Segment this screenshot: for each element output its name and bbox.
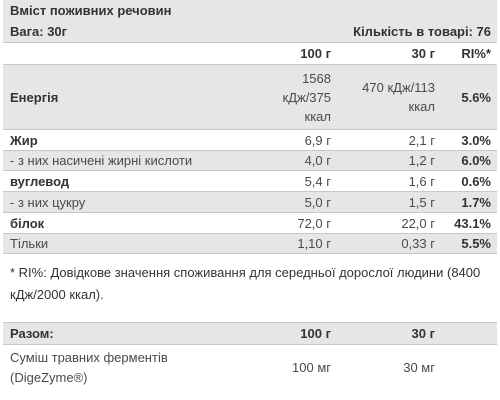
row-per100: 6,9 г [304, 132, 331, 148]
row-label: - з них цукру [10, 194, 86, 210]
nutrition-panel: Вміст поживних речовин Вага: 30г Кількіс… [3, 0, 497, 385]
row-per30: 1,2 г [408, 153, 435, 168]
row-per30: 0,33 г [401, 236, 435, 251]
row-ri: 6.0% [461, 153, 491, 168]
row-ri: 5.6% [461, 89, 491, 105]
row-per30: 1,6 г [408, 173, 435, 189]
row-per30: 2,1 г [408, 132, 435, 148]
table-row: Жир 6,9 г 2,1 г 3.0% [3, 129, 497, 150]
summary-header-row: Разом: 100 г 30 г [3, 322, 497, 344]
column-per100: 100 г [300, 46, 331, 61]
row-ri: 3.0% [461, 132, 491, 148]
table-row: Тільки 1,10 г 0,33 г 5.5% [3, 233, 497, 254]
row-label: вуглевод [10, 173, 70, 189]
table-row: - з них цукру 5,0 г 1,5 г 1.7% [3, 191, 497, 212]
row-label: Жир [10, 132, 38, 148]
row-label: Енергія [10, 89, 59, 105]
column-ri: RI%* [461, 46, 491, 61]
row-ri: 43.1% [454, 215, 491, 231]
table-row: Енергія 1568 кДж/375 ккал 470 кДж/113 кк… [3, 64, 497, 129]
summary-row-per30: 30 мг [403, 360, 435, 375]
table-row: вуглевод 5,4 г 1,6 г 0.6% [3, 170, 497, 191]
row-ri: 1.7% [461, 194, 491, 210]
summary-label: Разом: [10, 326, 54, 341]
serving-weight: Вага: 30г [10, 23, 68, 39]
row-per100: 72,0 г [297, 215, 331, 231]
row-per30: 470 кДж/113 ккал [362, 80, 435, 114]
table-row: білок 72,0 г 22,0 г 43.1% [3, 212, 497, 233]
row-per100: 4,0 г [304, 153, 331, 168]
nutrition-title-row: Вміст поживних речовин [3, 0, 497, 20]
nutrition-title: Вміст поживних речовин [10, 2, 172, 18]
row-label: білок [10, 215, 45, 231]
summary-row-label: Суміш травних ферментів (DigeZyme®) [10, 349, 168, 385]
row-label: - з них насичені жирні кислоти [10, 153, 193, 168]
row-ri: 0.6% [461, 173, 491, 189]
row-per100: 1568 кДж/375 ккал [282, 70, 332, 124]
row-per30: 22,0 г [401, 215, 435, 231]
summary-row: Суміш травних ферментів (DigeZyme®) 100 … [3, 344, 497, 390]
weight-row: Вага: 30г Кількість в товарі: 76 [3, 20, 497, 42]
summary-column-per100: 100 г [300, 326, 331, 341]
row-per100: 1,10 г [297, 236, 331, 251]
ri-footnote: * RI%: Довідкове значення споживання для… [10, 265, 481, 302]
row-per30: 1,5 г [408, 194, 435, 210]
column-header-row: 100 г 30 г RI%* [3, 42, 497, 64]
summary-column-per30: 30 г [411, 326, 436, 341]
summary-table: Разом: 100 г 30 г Суміш травних ферменті… [3, 322, 497, 390]
row-ri: 5.5% [461, 236, 491, 251]
row-per100: 5,0 г [304, 194, 331, 210]
row-label: Тільки [10, 236, 49, 251]
summary-row-per100: 100 мг [292, 360, 331, 375]
table-row: - з них насичені жирні кислоти 4,0 г 1,2… [3, 150, 497, 170]
product-quantity: Кількість в товарі: 76 [353, 23, 491, 39]
row-per100: 5,4 г [304, 173, 331, 189]
column-per30: 30 г [411, 46, 436, 61]
